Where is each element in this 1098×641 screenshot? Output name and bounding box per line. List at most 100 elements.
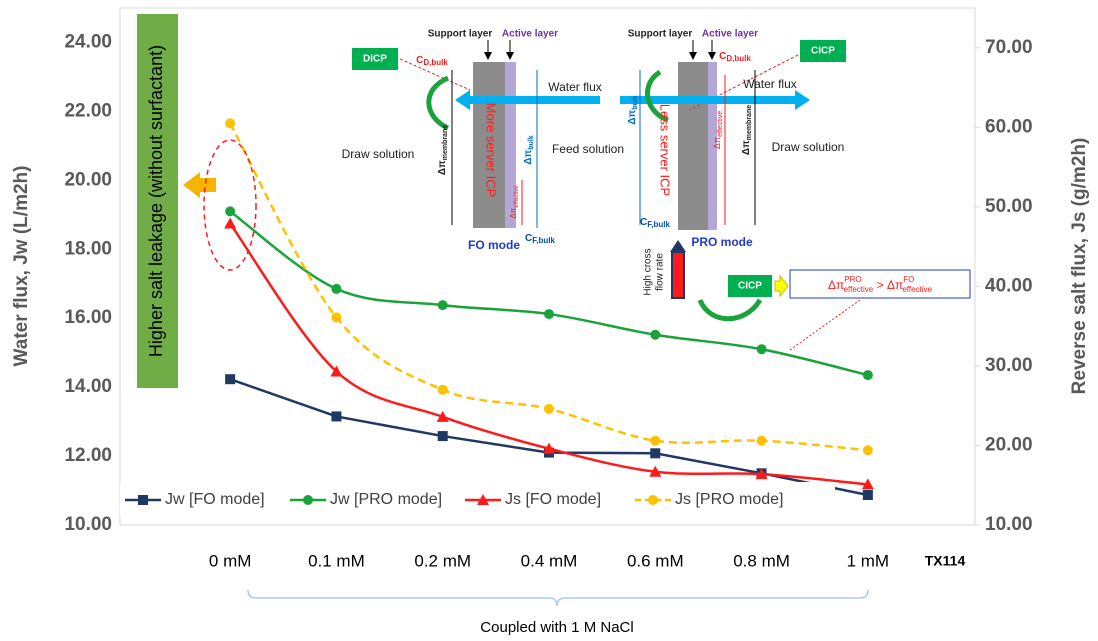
t: C <box>416 55 423 66</box>
ecp-arrow <box>645 69 670 123</box>
plot-area <box>119 7 976 526</box>
label: CD,bulk <box>416 55 448 67</box>
t: PRO <box>844 275 861 284</box>
t: Δπ <box>887 278 903 292</box>
y2-tick-label: 20.00 <box>985 434 1033 455</box>
data-point <box>436 410 449 422</box>
equation-box <box>789 269 971 299</box>
t: Δπ <box>828 278 844 292</box>
label: High cross <box>643 248 654 295</box>
pro-schematic: Support layer Active layer CICP CD,bulk … <box>620 29 971 351</box>
data-point <box>224 217 237 229</box>
equation: ΔπPRO effective > ΔπFO effective <box>828 275 933 294</box>
x-tick-label: 0.6 mM <box>627 551 684 570</box>
y2-tick-label: 40.00 <box>985 275 1033 296</box>
label: Less server ICP <box>658 104 673 196</box>
t: FO <box>903 275 914 284</box>
t: membrane <box>442 125 449 161</box>
plot <box>224 47 980 526</box>
y-tick-label: 12.00 <box>64 445 112 466</box>
t: F,bulk <box>647 220 670 229</box>
t: F,bulk <box>532 236 555 245</box>
ecp-arrow <box>426 75 450 131</box>
data-point <box>544 309 554 320</box>
data-point <box>437 300 448 311</box>
t: bulk <box>632 95 639 109</box>
legend-label: Jw [PRO mode] <box>330 491 442 508</box>
x-tick-label: 0.2 mM <box>414 551 471 570</box>
leakage-arrow <box>183 172 216 198</box>
active-layer <box>708 62 717 230</box>
label: Δπeffective <box>509 185 519 219</box>
data-point <box>650 448 661 459</box>
ecp-arrow <box>697 298 763 322</box>
highlight-ellipse <box>203 139 257 271</box>
label: Support layer <box>428 29 493 40</box>
flux-arrow <box>455 90 600 110</box>
t: Δπ <box>437 160 448 175</box>
label: CF,bulk <box>640 217 670 229</box>
label: Δπeffective <box>712 111 723 149</box>
label: FO mode <box>468 238 520 252</box>
label: CD,bulk <box>719 51 751 63</box>
data-point <box>225 206 236 217</box>
label: More server ICP <box>484 103 499 198</box>
legend-label: Js [PRO mode] <box>675 491 783 508</box>
label: Draw solution <box>772 140 845 154</box>
dicp-box <box>352 48 398 70</box>
x-tick-label: 0.8 mM <box>733 551 790 570</box>
y2-tick-label: 10.00 <box>985 514 1033 535</box>
label: CICP <box>738 281 762 292</box>
data-point <box>544 403 554 414</box>
arrow <box>774 274 789 298</box>
legend-marker <box>477 494 489 505</box>
t: Δπ <box>509 207 518 218</box>
cicp-box <box>800 40 846 62</box>
data-point <box>331 411 342 422</box>
data-point <box>649 465 662 477</box>
legend-label: Js [FO mode] <box>505 491 601 508</box>
data-point <box>756 344 767 355</box>
data-point <box>437 384 448 395</box>
legend-marker <box>138 495 148 505</box>
t: Δπ <box>741 140 752 155</box>
t: Δπ <box>712 137 722 149</box>
legend-marker <box>648 495 658 505</box>
t: C <box>640 217 647 228</box>
t: D,bulk <box>423 58 448 67</box>
label: Δπbulk <box>627 95 639 124</box>
y2-tick-label: 70.00 <box>985 37 1033 58</box>
y-tick-label: 18.00 <box>64 238 112 259</box>
data-point <box>330 365 343 377</box>
label: Δπmembrane <box>741 105 753 155</box>
t: bulk <box>528 135 535 149</box>
cross-flow-arrow-head <box>670 240 686 252</box>
data-point <box>225 118 236 129</box>
x-tick-label: 0.1 mM <box>308 551 365 570</box>
label: Δπmembrane <box>437 125 449 175</box>
data-point <box>756 435 767 446</box>
x-tick-label: 0.4 mM <box>521 551 578 570</box>
t: effective <box>717 111 724 137</box>
data-point <box>861 478 874 490</box>
data-point <box>437 431 448 442</box>
data-point <box>862 490 873 501</box>
label: PRO mode <box>691 235 753 249</box>
data-point <box>331 283 342 294</box>
label: Water flux <box>548 80 602 94</box>
legend-label: Jw [FO mode] <box>165 491 265 508</box>
y2-tick-label: 50.00 <box>985 196 1033 217</box>
t: effective <box>844 285 874 294</box>
x-tick-label: 1 mM <box>847 551 890 570</box>
support-layer <box>473 62 505 228</box>
label: Feed solution <box>552 142 624 156</box>
pointer <box>399 58 471 91</box>
t: C <box>525 233 532 244</box>
y2-tick-label: 30.00 <box>985 355 1033 376</box>
y2-axis-title: Reverse salt flux, Js (g/m2h) <box>1069 138 1090 395</box>
x-note: TX114 <box>925 553 966 569</box>
label: DICP <box>363 54 387 65</box>
data-point <box>862 370 873 381</box>
label: CF,bulk <box>525 233 555 245</box>
